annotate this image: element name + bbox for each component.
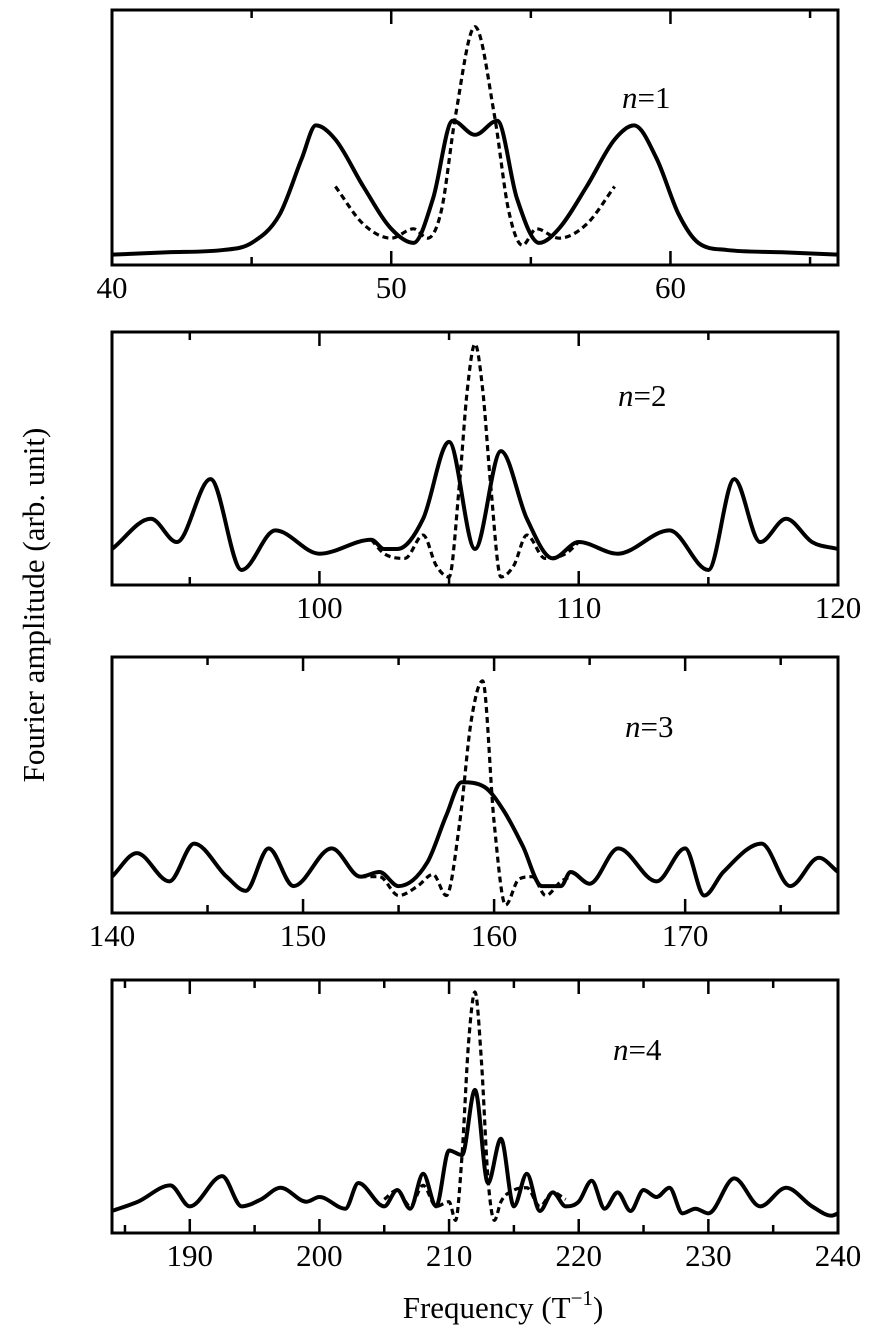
panel-label-value: =2 — [634, 378, 667, 413]
solid-series-line — [112, 118, 838, 257]
x-axis-label-close: ) — [593, 1290, 603, 1325]
panel-label: n=2 — [618, 378, 666, 413]
x-tick-label: 240 — [815, 1238, 862, 1273]
panel-1: 40 50 60 n=1 — [97, 8, 840, 305]
dashed-series-line — [370, 342, 580, 579]
x-tick-label: 210 — [426, 1238, 473, 1273]
solid-series-line — [112, 780, 838, 898]
solid-series-line — [112, 439, 838, 573]
panel-label: n=3 — [625, 709, 673, 744]
plot-frame — [110, 330, 840, 587]
x-tick-label: 50 — [376, 270, 407, 305]
dashed-series-line — [383, 990, 567, 1222]
y-axis-label: Fourier amplitude (arb. unit) — [16, 428, 51, 783]
panel-2: 100 110 120 n=2 — [110, 330, 862, 625]
panel-label: n=4 — [613, 1032, 662, 1067]
dashed-series-line — [360, 679, 572, 907]
x-tick-label: 120 — [815, 590, 862, 625]
x-tick-label: 200 — [296, 1238, 343, 1273]
x-axis-label: Frequency (T−1) — [403, 1286, 604, 1325]
panel-label-value: =1 — [638, 80, 671, 115]
panel-label: n=1 — [622, 80, 670, 115]
x-tick-label: 100 — [296, 590, 343, 625]
x-tick-label: 60 — [655, 270, 686, 305]
x-tick-label: 150 — [280, 918, 327, 953]
panel-label-variable: n — [625, 709, 641, 744]
x-tick-label: 230 — [685, 1238, 732, 1273]
panel-label-variable: n — [613, 1032, 629, 1067]
dashed-series-line — [334, 25, 616, 247]
x-tick-label: 170 — [662, 918, 709, 953]
x-axis-label-main: Frequency (T — [403, 1290, 571, 1325]
x-tick-label: 220 — [555, 1238, 602, 1273]
plot-frame — [110, 655, 840, 915]
x-tick-label: 190 — [167, 1238, 214, 1273]
x-tick-label: 160 — [471, 918, 518, 953]
panel-4: 190 200 210 220 230 240 n=4 — [110, 978, 862, 1273]
panel-label-variable: n — [622, 80, 638, 115]
panel-label-value: =3 — [641, 709, 674, 744]
solid-series-line — [112, 1087, 838, 1218]
x-tick-label: 110 — [556, 590, 601, 625]
plot-frame — [110, 978, 840, 1235]
panel-label-variable: n — [618, 378, 634, 413]
x-axis-label-superscript: −1 — [571, 1286, 593, 1310]
panel-3: 140 150 160 170 n=3 — [89, 655, 840, 953]
x-tick-label: 40 — [97, 270, 128, 305]
plot-frame — [110, 8, 840, 267]
panel-label-value: =4 — [629, 1032, 662, 1067]
x-tick-label: 140 — [89, 918, 136, 953]
